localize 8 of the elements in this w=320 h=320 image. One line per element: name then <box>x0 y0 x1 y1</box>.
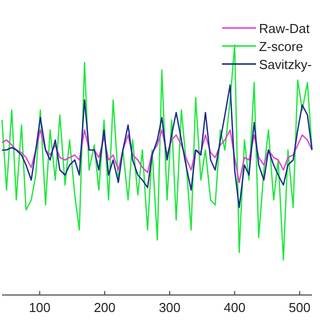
x-tick-label: 400 <box>224 300 246 315</box>
x-tick-label: 100 <box>28 300 51 315</box>
legend-label: Raw-Dat <box>259 21 310 36</box>
legend-label: Savitzky- <box>259 57 312 72</box>
x-tick-label: 300 <box>158 300 181 315</box>
x-tick-label: 500 <box>288 300 311 315</box>
legend-label: Z-score <box>259 39 304 54</box>
x-tick-label: 200 <box>94 300 116 315</box>
